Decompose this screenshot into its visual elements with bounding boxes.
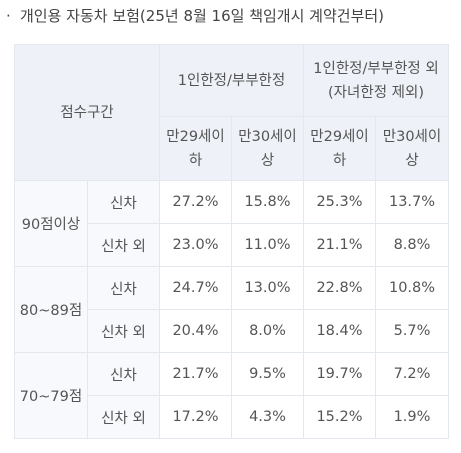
rate-cell: 8.0%	[231, 309, 304, 353]
bullet-icon: ·	[6, 7, 11, 25]
group-header-2: 1인한정/부부한정 외 (자녀한정 제외)	[302, 44, 450, 117]
table-row: 80~89점 신차 24.7% 13.0% 22.8% 10.8%	[14, 266, 450, 353]
rate-cell: 15.2%	[303, 395, 376, 439]
rate-cell: 27.2%	[159, 180, 232, 224]
rate-cell: 1.9%	[374, 395, 450, 439]
rate-cell: 21.7%	[159, 352, 232, 396]
age-under-29-header: 만29세이 하	[303, 116, 376, 181]
rate-cell: 13.7%	[374, 180, 450, 224]
vehicle-type-cell: 신차	[87, 266, 160, 310]
rate-cell: 5.7%	[374, 309, 450, 353]
rate-cell: 11.0%	[231, 223, 304, 267]
table-row: 90점이상 신차 27.2% 15.8% 25.3% 13.7%	[14, 180, 450, 267]
table-caption: · 개인용 자동차 보험(25년 8월 16일 책임개시 계약건부터)	[6, 4, 384, 28]
rate-cell: 15.8%	[231, 180, 304, 224]
score-range-header: 점수구간	[14, 44, 160, 181]
group-header-1-text: 1인한정/부부한정	[177, 72, 286, 89]
group-header-2-text: 1인한정/부부한정 외 (자녀한정 제외)	[313, 60, 439, 101]
rate-cell: 17.2%	[159, 395, 232, 439]
table-row: 70~79점 신차 21.7% 9.5% 19.7% 7.2%	[14, 352, 450, 439]
caption-text: 개인용 자동차 보험(25년 8월 16일 책임개시 계약건부터)	[20, 7, 385, 25]
rate-cell: 24.7%	[159, 266, 232, 310]
rate-cell: 22.8%	[303, 266, 376, 310]
age-over-30-header: 만30세이 상	[374, 116, 450, 181]
vehicle-type-cell: 신차	[87, 180, 160, 224]
table-row: 신차 외 20.4% 8.0% 18.4% 5.7%	[15, 309, 450, 353]
vehicle-type-cell: 신차 외	[87, 223, 160, 267]
rate-cell: 18.4%	[303, 309, 376, 353]
rate-cell: 8.8%	[374, 223, 450, 267]
rate-cell: 25.3%	[303, 180, 376, 224]
rate-cell: 4.3%	[231, 395, 304, 439]
vehicle-type-cell: 신차	[87, 352, 160, 396]
vehicle-type-cell: 신차 외	[87, 309, 160, 353]
rate-cell: 9.5%	[231, 352, 304, 396]
age-over-30-header: 만30세이 상	[231, 116, 304, 181]
score-band-cell: 80~89점	[14, 266, 88, 353]
rate-cell: 13.0%	[231, 266, 304, 310]
score-band-cell: 70~79점	[14, 352, 88, 439]
group-header-1: 1인한정/부부한정	[159, 44, 304, 117]
score-band-cell: 90점이상	[14, 180, 88, 267]
table-row: 신차 외 17.2% 4.3% 15.2% 1.9%	[15, 395, 450, 439]
rate-cell: 10.8%	[374, 266, 450, 310]
rate-cell: 7.2%	[374, 352, 450, 396]
table-row: 신차 외 23.0% 11.0% 21.1% 8.8%	[15, 223, 450, 267]
vehicle-type-cell: 신차 외	[87, 395, 160, 439]
age-under-29-header: 만29세이 하	[159, 116, 232, 181]
rate-cell: 19.7%	[303, 352, 376, 396]
rate-cell: 23.0%	[159, 223, 232, 267]
discount-rate-table: 점수구간 1인한정/부부한정 1인한정/부부한정 외 (자녀한정 제외) 만29…	[14, 44, 450, 439]
rate-cell: 21.1%	[303, 223, 376, 267]
rate-cell: 20.4%	[159, 309, 232, 353]
